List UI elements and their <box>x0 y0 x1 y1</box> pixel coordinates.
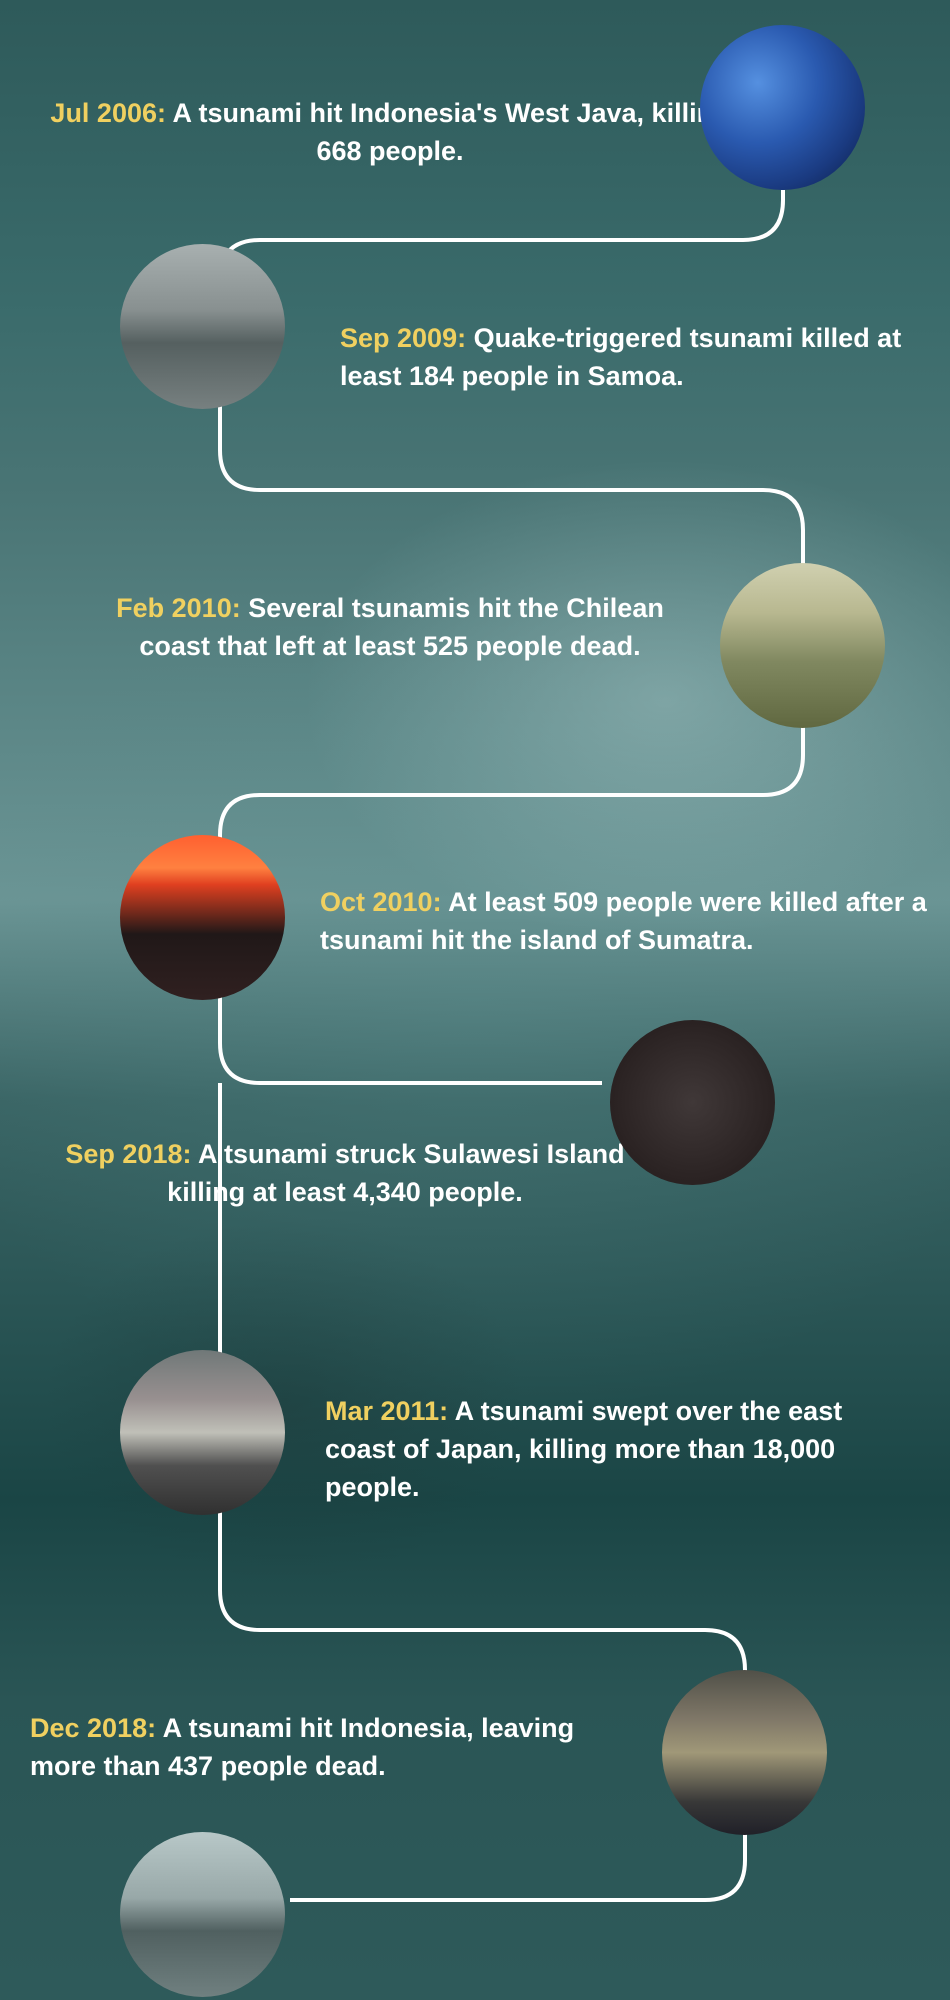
event-date: Oct 2010: <box>320 887 442 917</box>
event-2018-sep: Sep 2018: A tsunami struck Sulawesi Isla… <box>35 1136 655 1212</box>
event-2010-feb: Feb 2010: Several tsunamis hit the Chile… <box>80 590 700 666</box>
event-2009: Sep 2009: Quake-triggered tsunami killed… <box>340 320 910 396</box>
event-desc: A tsunami struck Sulawesi Island killing… <box>167 1139 624 1207</box>
content-container: Jul 2006: A tsunami hit Indonesia's West… <box>0 0 950 2000</box>
event-2018-dec: Dec 2018: A tsunami hit Indonesia, leavi… <box>30 1710 640 1786</box>
event-2006: Jul 2006: A tsunami hit Indonesia's West… <box>40 95 740 171</box>
event-2010-oct: Oct 2010: At least 509 people were kille… <box>320 884 930 960</box>
event-circle-sunset <box>120 835 285 1000</box>
event-circle-globe <box>700 25 865 190</box>
event-2011: Mar 2011: A tsunami swept over the east … <box>325 1393 895 1506</box>
event-date: Sep 2018: <box>65 1139 191 1169</box>
event-circle-destruction <box>610 1020 775 1185</box>
extra-circle-rock-sea <box>120 1832 285 1997</box>
event-date: Feb 2010: <box>116 593 241 623</box>
event-circle-dark-sky <box>662 1670 827 1835</box>
event-circle-debris <box>720 563 885 728</box>
event-circle-wave-rock <box>120 244 285 409</box>
event-desc: A tsunami hit Indonesia's West Java, kil… <box>166 98 730 166</box>
event-date: Dec 2018: <box>30 1713 156 1743</box>
event-date: Sep 2009: <box>340 323 466 353</box>
event-date: Mar 2011: <box>325 1396 448 1426</box>
event-date: Jul 2006: <box>50 98 166 128</box>
event-circle-wave-crash <box>120 1350 285 1515</box>
